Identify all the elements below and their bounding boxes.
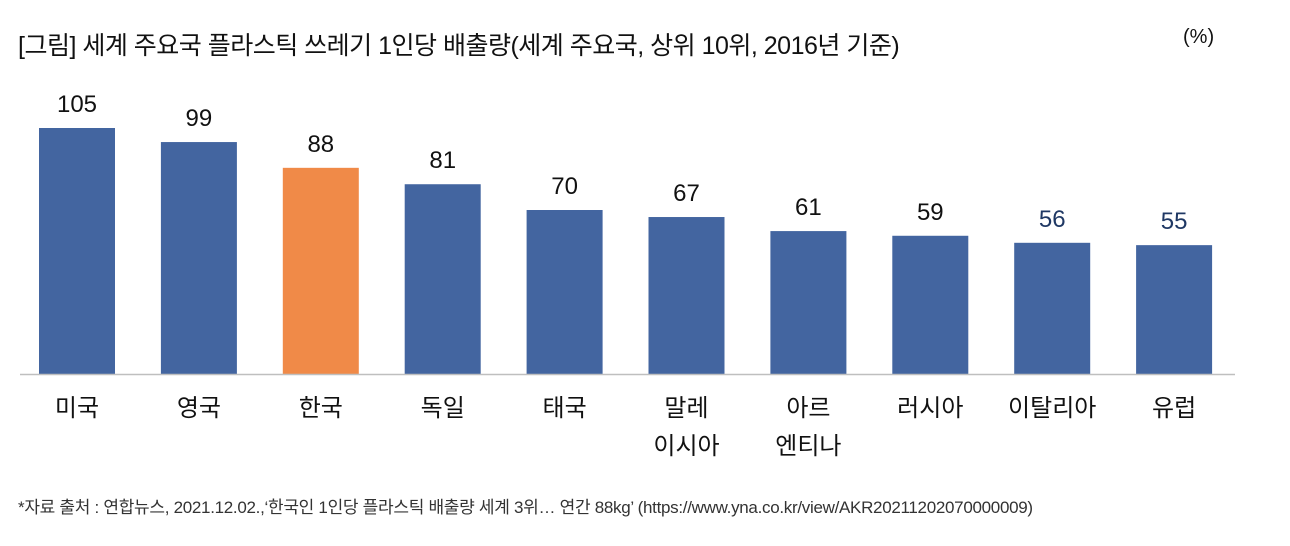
category-label: 말레 [664, 395, 708, 422]
value-label: 59 [917, 199, 944, 226]
value-label: 67 [673, 180, 700, 207]
value-label: 99 [186, 105, 213, 132]
bar [404, 184, 481, 374]
category-label: 독일 [421, 395, 465, 422]
category-label: 이탈리아 [1008, 395, 1096, 422]
unit-label: (%) [1183, 26, 1215, 48]
value-label: 105 [57, 91, 97, 118]
value-label: 88 [307, 131, 334, 158]
value-label: 81 [429, 147, 456, 174]
bar [770, 231, 847, 374]
category-label: 태국 [543, 395, 587, 422]
category-label: 러시아 [897, 395, 963, 422]
category-label: 유럽 [1152, 395, 1196, 422]
category-label: 아르 [786, 395, 830, 422]
bar [160, 142, 237, 374]
category-label: 한국 [299, 395, 343, 422]
bar [282, 167, 359, 374]
bar [39, 128, 115, 374]
value-label: 70 [551, 173, 578, 200]
value-label: 55 [1161, 208, 1188, 235]
bar [1014, 242, 1091, 374]
bar [648, 217, 725, 374]
bar [526, 210, 603, 374]
value-label: 61 [795, 194, 822, 221]
value-label: 56 [1039, 206, 1066, 233]
category-label: 엔티나 [775, 433, 841, 460]
bar [892, 235, 969, 374]
bar [1136, 245, 1213, 374]
category-label: 영국 [177, 395, 221, 422]
category-label: 미국 [55, 395, 99, 422]
category-label: 이시아 [653, 433, 719, 460]
chart-title: [그림] 세계 주요국 플라스틱 쓰레기 1인당 배출량(세계 주요국, 상위 … [18, 32, 900, 60]
footnote: *자료 출처 : 연합뉴스, 2021.12.02.,‘한국인 1인당 플라스틱… [18, 498, 1033, 517]
